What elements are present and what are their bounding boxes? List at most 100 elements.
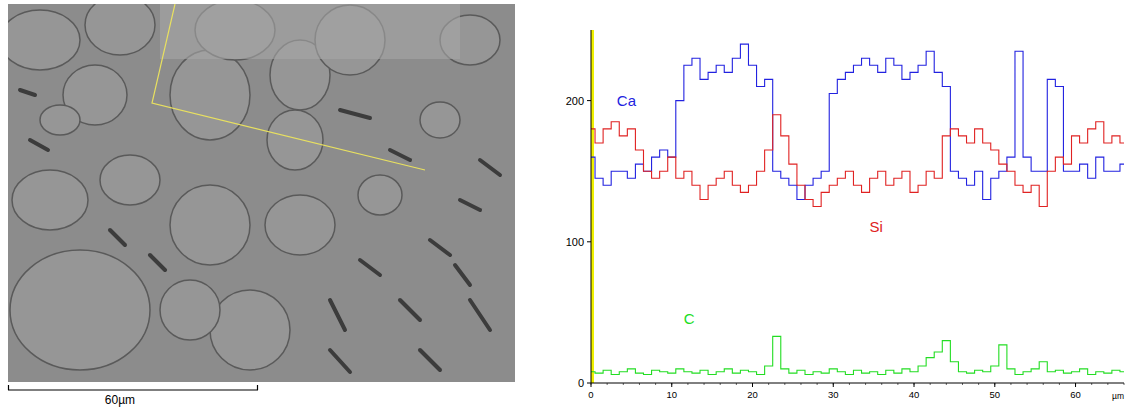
x-minor-tick	[1091, 383, 1092, 385]
eutectic-lamella	[150, 255, 165, 270]
eutectic-lamella	[430, 240, 450, 255]
eutectic-lamella	[330, 300, 345, 330]
line-si	[591, 115, 1124, 207]
eutectic-lamella	[420, 350, 440, 370]
grain	[358, 175, 402, 215]
x-minor-tick	[881, 383, 882, 385]
series-label: C	[684, 310, 695, 327]
chart: 0 100 200 0 10 20 30 40 50 60 µm Ca Si C	[566, 30, 1124, 401]
grain	[170, 50, 250, 140]
grain	[420, 102, 460, 138]
matrix	[8, 4, 515, 382]
x-minor-tick	[1124, 383, 1125, 385]
grain	[100, 155, 160, 205]
cursor	[591, 30, 594, 383]
x-tick-label: 40	[909, 389, 920, 400]
x-minor-tick	[768, 383, 769, 385]
y-tick	[587, 100, 591, 101]
eutectic-lamella	[360, 260, 380, 275]
scan-line	[152, 4, 425, 170]
y-tick-label: 200	[566, 95, 584, 107]
x-minor-tick	[591, 383, 592, 385]
x-axis-title: µm	[1112, 391, 1124, 401]
x-minor-tick	[704, 383, 705, 385]
eutectic-lamella	[455, 265, 470, 285]
x-tick-label: 20	[747, 389, 758, 400]
line-c	[591, 336, 1124, 374]
series-label: Ca	[617, 92, 637, 109]
x-minor-tick	[687, 383, 688, 385]
x-minor-tick	[655, 383, 656, 385]
eutectic-lamella	[330, 350, 350, 372]
x-minor-tick	[800, 383, 801, 385]
x-minor-tick	[962, 383, 963, 385]
x-minor-tick	[1027, 383, 1028, 385]
x-minor-tick	[607, 383, 608, 385]
x-tick-label: 30	[828, 389, 839, 400]
y-tick-label: 100	[566, 236, 584, 248]
grain	[8, 10, 80, 70]
grain	[210, 290, 290, 370]
x-tick	[994, 383, 995, 387]
eutectic-lamella	[480, 160, 500, 175]
eutectic-lamella	[20, 90, 35, 95]
y-tick	[587, 241, 591, 242]
x-tick-label: 50	[989, 389, 1000, 400]
scale-bar-label: 60µm	[105, 393, 135, 407]
scale-bar	[8, 389, 258, 390]
x-minor-tick	[1107, 383, 1108, 385]
scale-bar-end	[257, 385, 258, 390]
grain	[265, 195, 335, 255]
x-tick-label: 0	[588, 389, 593, 400]
x-minor-tick	[849, 383, 850, 385]
grain	[160, 280, 220, 340]
x-minor-tick	[1059, 383, 1060, 385]
x-minor-tick	[946, 383, 947, 385]
x-minor-tick	[639, 383, 640, 385]
x-minor-tick	[817, 383, 818, 385]
x-minor-tick	[752, 383, 753, 385]
x-minor-tick	[671, 383, 672, 385]
x-tick	[914, 383, 915, 387]
x-tick	[752, 383, 753, 387]
micrograph-image	[8, 4, 515, 382]
x-minor-tick	[897, 383, 898, 385]
eutectic-lamella	[470, 300, 490, 330]
grain	[170, 185, 250, 265]
x-minor-tick	[865, 383, 866, 385]
series-group	[591, 44, 1124, 374]
y-tick-label: 0	[578, 377, 584, 389]
micrograph: 60µm	[0, 0, 515, 407]
x-minor-tick	[736, 383, 737, 385]
eutectic-lamella	[110, 230, 125, 245]
x-minor-tick	[930, 383, 931, 385]
x-tick	[1075, 383, 1076, 387]
x-minor-tick	[1010, 383, 1011, 385]
grain	[267, 110, 323, 170]
x-tick-label: 60	[1070, 389, 1081, 400]
eutectic-lamella	[30, 140, 48, 150]
eutectic-lamella	[400, 300, 420, 320]
figure: 60µm01002000102030405060µmCaSiC	[0, 0, 1134, 412]
x-minor-tick	[623, 383, 624, 385]
grain	[12, 170, 88, 230]
x-minor-tick	[784, 383, 785, 385]
x-minor-tick	[914, 383, 915, 385]
eutectic-lamella	[390, 150, 410, 160]
x-tick-label: 10	[666, 389, 677, 400]
eutectic-lamella	[460, 200, 480, 210]
y-tick	[587, 383, 591, 384]
x-tick	[671, 383, 672, 387]
series-label: Si	[870, 218, 883, 235]
grain	[40, 105, 80, 135]
x-tick	[833, 383, 834, 387]
x-axis	[591, 383, 1124, 384]
scan-overlay	[160, 4, 460, 59]
x-minor-tick	[833, 383, 834, 385]
x-tick	[591, 383, 592, 387]
x-minor-tick	[978, 383, 979, 385]
x-minor-tick	[1075, 383, 1076, 385]
y-axis	[591, 30, 592, 383]
x-minor-tick	[720, 383, 721, 385]
line-ca	[591, 44, 1124, 199]
